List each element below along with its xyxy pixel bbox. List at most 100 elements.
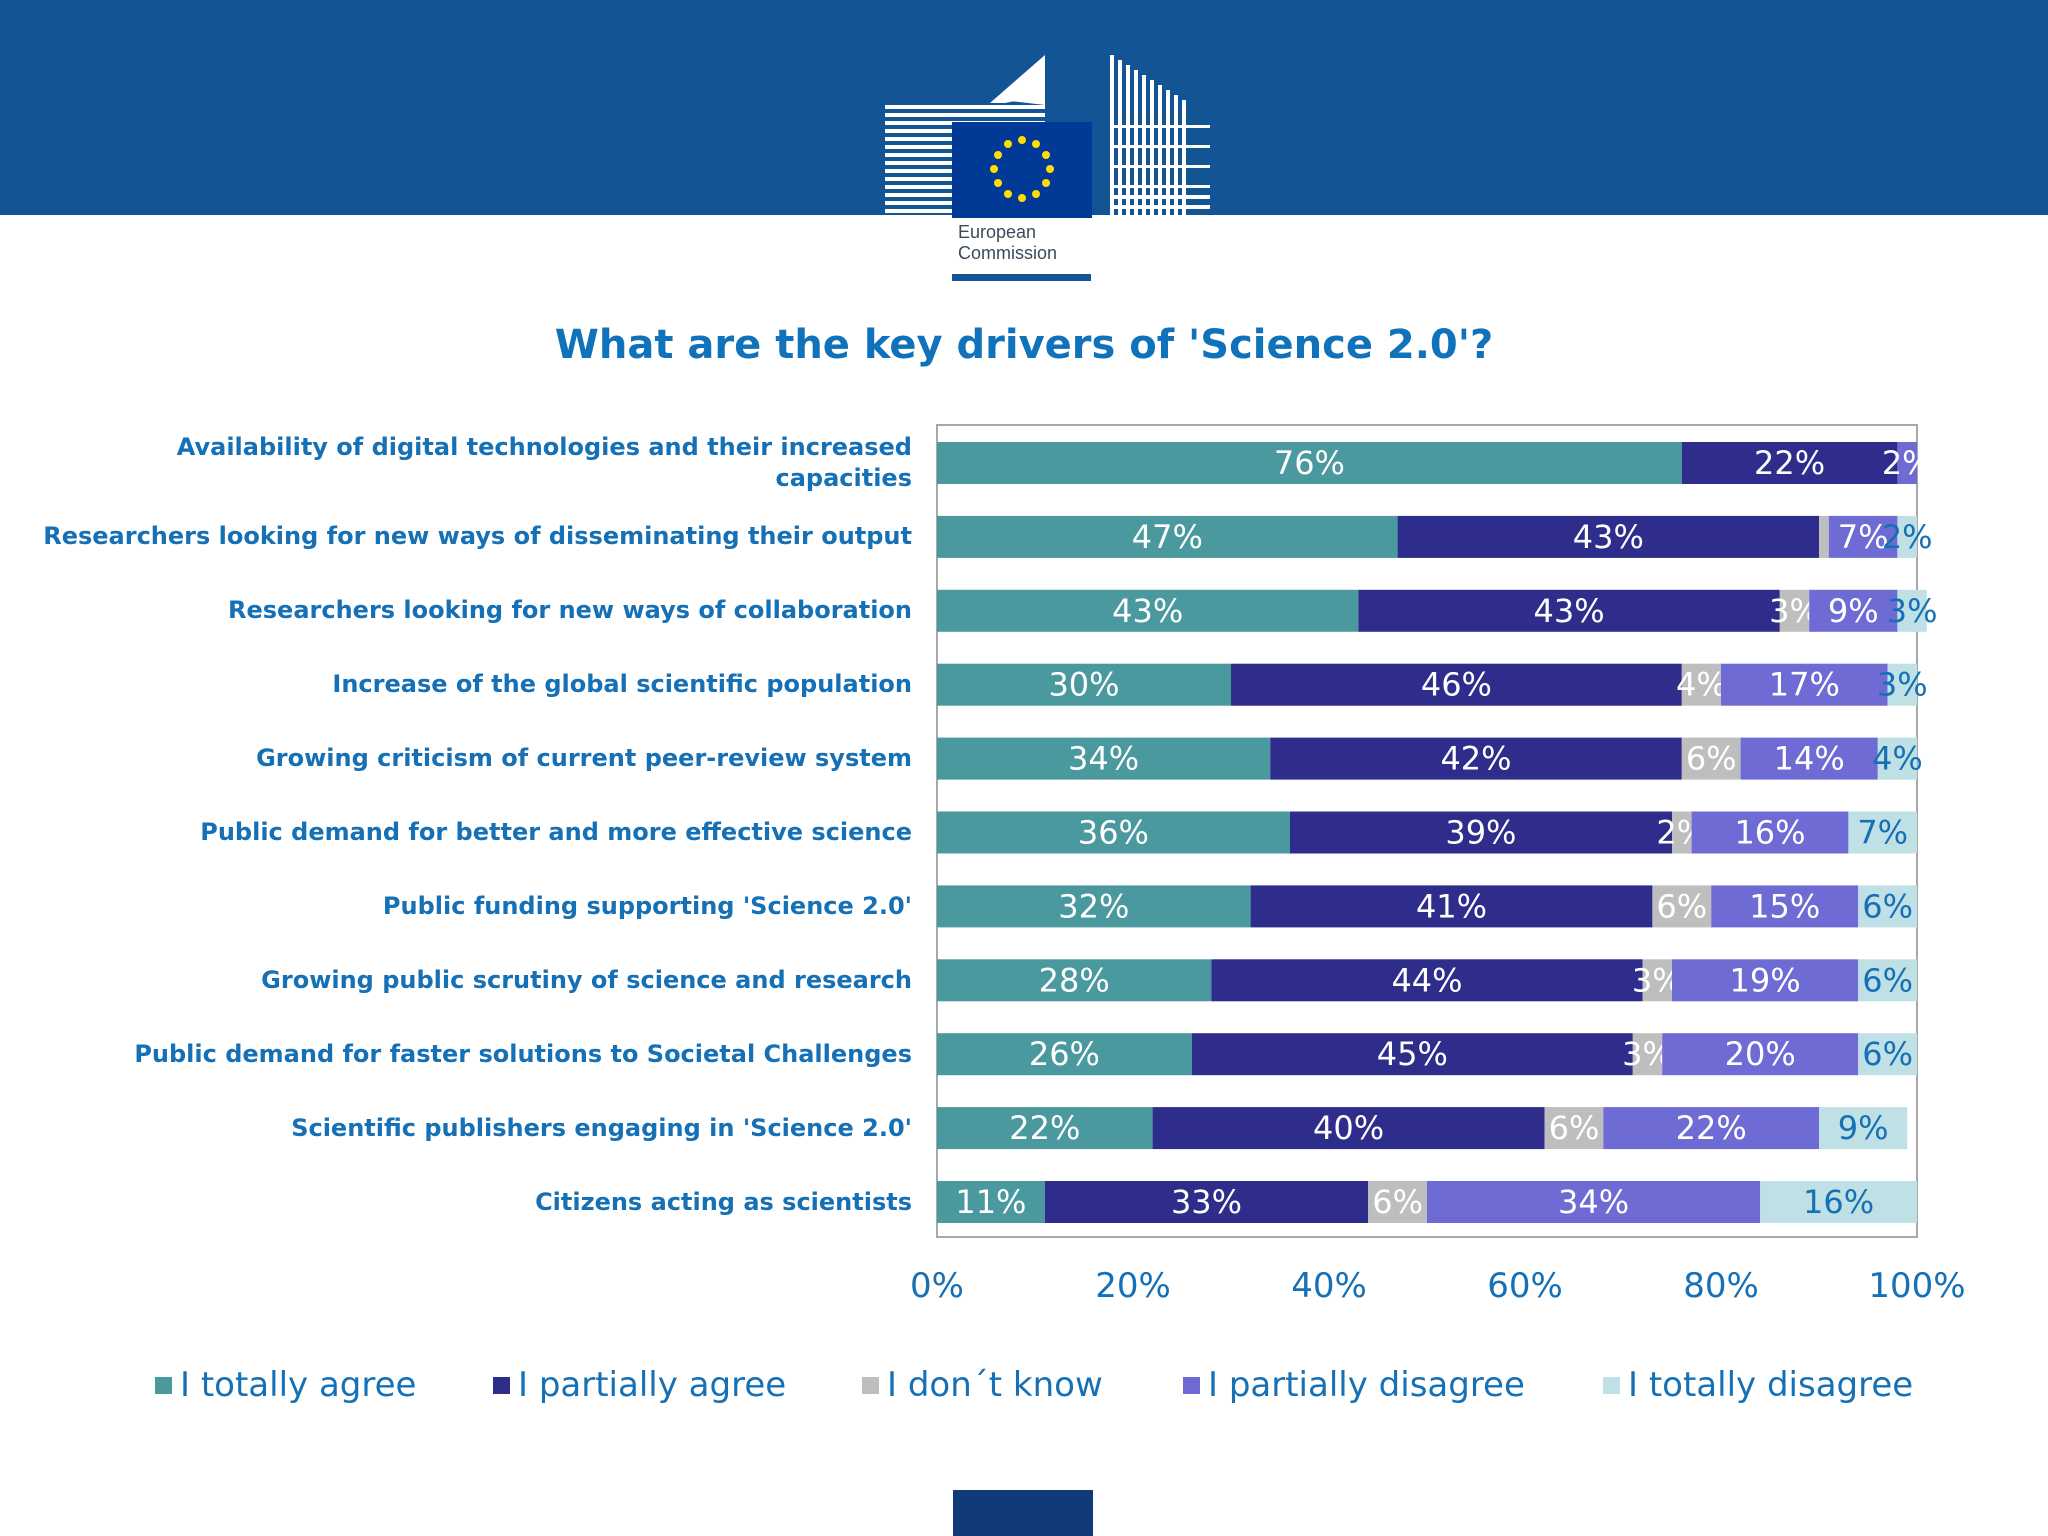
data-label: 14% bbox=[1774, 740, 1845, 778]
bar-segment bbox=[1779, 589, 1810, 632]
legend-swatch bbox=[493, 1376, 510, 1394]
data-label: 3% bbox=[1887, 592, 1938, 630]
data-label: 45% bbox=[1377, 1035, 1448, 1073]
legend-swatch bbox=[862, 1376, 879, 1394]
data-label: 19% bbox=[1730, 961, 1801, 999]
data-label: 17% bbox=[1769, 666, 1840, 704]
bar-segment bbox=[1681, 442, 1898, 484]
data-label: 36% bbox=[1078, 814, 1149, 852]
x-tick-label: 100% bbox=[1868, 1266, 1965, 1306]
bar-segment bbox=[1760, 1181, 1917, 1223]
data-label: 6% bbox=[1862, 887, 1913, 925]
bar-segment bbox=[1887, 663, 1917, 706]
bar-segment bbox=[1289, 811, 1672, 854]
category-label: Availability of digital technologies and… bbox=[176, 433, 912, 492]
category-label: Researchers looking for new ways of coll… bbox=[228, 596, 912, 625]
data-label: 39% bbox=[1445, 814, 1516, 852]
legend-label: I totally disagree bbox=[1628, 1365, 1914, 1405]
bar-segment bbox=[1427, 1181, 1761, 1223]
bar-segment bbox=[1191, 1033, 1633, 1076]
data-label: 11% bbox=[955, 1183, 1026, 1221]
bar-segment bbox=[937, 811, 1290, 854]
bar-segment bbox=[1681, 663, 1721, 706]
category-label: Increase of the global scientific popula… bbox=[332, 670, 912, 699]
data-label: 22% bbox=[1676, 1109, 1747, 1147]
category-label: Growing criticism of current peer-review… bbox=[256, 744, 912, 773]
bar-segment bbox=[937, 1033, 1192, 1076]
data-label: 46% bbox=[1421, 666, 1492, 704]
data-label: 9% bbox=[1838, 1109, 1889, 1147]
bar-segment bbox=[937, 737, 1271, 780]
bar-segment bbox=[1662, 1033, 1859, 1076]
bar-segment bbox=[1250, 885, 1653, 928]
data-label: 43% bbox=[1112, 592, 1183, 630]
bar-segment bbox=[1368, 1181, 1427, 1223]
bar-segment bbox=[1828, 515, 1898, 558]
data-label: 22% bbox=[1009, 1109, 1080, 1147]
logo-underline bbox=[952, 274, 1091, 281]
legend-swatch bbox=[1603, 1376, 1620, 1394]
data-label: 43% bbox=[1573, 518, 1644, 556]
data-label: 41% bbox=[1416, 887, 1487, 925]
bar-segment bbox=[1603, 1107, 1819, 1150]
bar-segment bbox=[937, 515, 1398, 558]
data-label: 22% bbox=[1754, 444, 1825, 482]
data-label: 32% bbox=[1058, 887, 1129, 925]
logo-text: European Commission bbox=[958, 222, 1058, 263]
bar-segment bbox=[1544, 1107, 1604, 1150]
data-label: 3% bbox=[1877, 666, 1928, 704]
data-label: 30% bbox=[1048, 666, 1119, 704]
bar-segment bbox=[1809, 589, 1898, 632]
data-label: 6% bbox=[1686, 740, 1737, 778]
legend-swatch bbox=[155, 1376, 172, 1394]
bar-segment bbox=[1858, 885, 1917, 928]
category-label: Public demand for better and more effect… bbox=[200, 818, 912, 846]
bar-segment bbox=[937, 959, 1212, 1002]
bar-segment bbox=[1819, 1107, 1908, 1150]
legend-item: I totally agree bbox=[155, 1360, 416, 1410]
bar-segment bbox=[1211, 959, 1643, 1002]
bar-segment bbox=[1672, 959, 1859, 1002]
legend-item: I partially disagree bbox=[1183, 1360, 1525, 1410]
category-label: Public funding supporting 'Science 2.0' bbox=[382, 891, 912, 920]
data-label: 6% bbox=[1372, 1183, 1423, 1221]
bar-segment bbox=[1897, 442, 1917, 484]
bar-segment bbox=[1897, 589, 1927, 632]
data-label: 44% bbox=[1391, 961, 1462, 999]
data-label: 16% bbox=[1734, 814, 1805, 852]
bar-segment bbox=[1270, 737, 1682, 780]
bar-segment bbox=[1652, 885, 1712, 928]
bar-segment bbox=[1897, 515, 1917, 558]
bar-segment bbox=[1877, 737, 1917, 780]
x-tick-label: 20% bbox=[1095, 1266, 1171, 1306]
bar-segment bbox=[1397, 515, 1819, 558]
data-label: 33% bbox=[1171, 1183, 1242, 1221]
x-tick-label: 40% bbox=[1291, 1266, 1367, 1306]
data-label: 9% bbox=[1828, 592, 1879, 630]
bar-segment bbox=[1848, 811, 1917, 854]
legend-label: I totally agree bbox=[180, 1365, 417, 1405]
legend-label: I partially agree bbox=[518, 1365, 787, 1405]
data-label: 76% bbox=[1274, 444, 1345, 482]
bar-segment bbox=[1231, 663, 1682, 706]
bar-segment bbox=[937, 1181, 1045, 1223]
bar-segment bbox=[1721, 663, 1888, 706]
european-commission-logo-icon bbox=[885, 55, 1210, 282]
bar-segment bbox=[937, 885, 1251, 928]
data-label: 6% bbox=[1862, 1035, 1913, 1073]
data-label: 7% bbox=[1857, 814, 1908, 852]
data-label: 26% bbox=[1029, 1035, 1100, 1073]
category-label: Citizens acting as scientists bbox=[535, 1187, 912, 1216]
legend-item: I totally disagree bbox=[1603, 1360, 1913, 1410]
category-label: Researchers looking for new ways of diss… bbox=[43, 522, 912, 551]
bar-segment bbox=[1740, 737, 1878, 780]
data-label: 42% bbox=[1440, 740, 1511, 778]
bar-segment bbox=[937, 663, 1231, 706]
stacked-bar-plot: 76% 22% 2%47% 43% 7%2%43% 43% 3% 9% 3%30% 46% 4% 17… bbox=[910, 424, 1966, 1306]
bar-segment bbox=[937, 1107, 1153, 1150]
legend-item: I don´t know bbox=[862, 1360, 1103, 1410]
legend-item: I partially agree bbox=[493, 1360, 786, 1410]
data-label: 4% bbox=[1676, 666, 1727, 704]
legend-label: I don´t know bbox=[887, 1365, 1103, 1405]
data-label: 15% bbox=[1749, 887, 1820, 925]
